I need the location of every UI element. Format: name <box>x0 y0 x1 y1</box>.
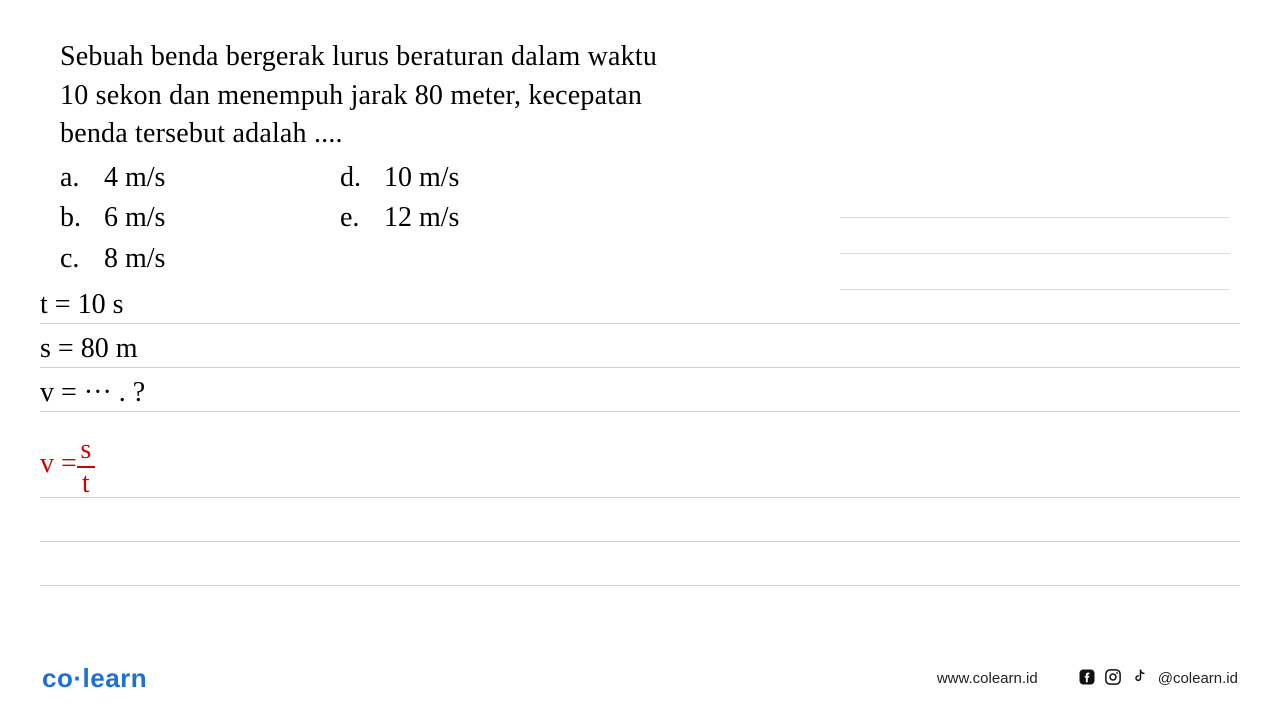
question-text: Sebuah benda bergerak lurus beraturan da… <box>60 38 670 154</box>
formula-numerator: s <box>78 436 93 466</box>
page: Sebuah benda bergerak lurus beraturan da… <box>0 0 1280 720</box>
right-rule-lines <box>840 182 1230 290</box>
brand-logo: co·learn <box>42 663 147 694</box>
given-t-text: t = 10 s <box>40 289 123 321</box>
logo-learn: learn <box>83 663 148 693</box>
given-v-unknown: v = ··· . ? <box>40 368 1240 412</box>
facebook-icon <box>1078 668 1096 690</box>
options-col-1: a. 4 m/s b. 6 m/s c. 8 m/s <box>60 158 340 280</box>
empty-rule-2 <box>40 542 1240 586</box>
option-value: 4 m/s <box>104 158 165 199</box>
option-letter: c. <box>60 239 104 280</box>
option-letter: a. <box>60 158 104 199</box>
option-value: 12 m/s <box>384 198 459 239</box>
question-line-3: benda tersebut adalah .... <box>60 115 670 154</box>
given-s-text: s = 80 m <box>40 333 137 365</box>
footer: co·learn www.colearn.id @colearn.id <box>0 663 1280 694</box>
option-letter: e. <box>340 198 384 239</box>
rule-line <box>840 182 1230 218</box>
question-line-2: 10 sekon dan menempuh jarak 80 meter, ke… <box>60 77 670 116</box>
velocity-formula: v = s t <box>40 433 95 495</box>
formula-fraction: s t <box>77 436 95 498</box>
option-a: a. 4 m/s <box>60 158 340 199</box>
social-links: @colearn.id <box>1078 668 1238 690</box>
social-handle: @colearn.id <box>1158 670 1238 687</box>
working-area: t = 10 s s = 80 m v = ··· . ? v = s t <box>40 280 1240 586</box>
empty-rule-1 <box>40 498 1240 542</box>
formula-lhs: v = <box>40 448 77 480</box>
formula-denominator: t <box>80 468 92 498</box>
options-col-2: d. 10 m/s e. 12 m/s <box>340 158 600 280</box>
option-c: c. 8 m/s <box>60 239 340 280</box>
option-letter: b. <box>60 198 104 239</box>
option-value: 8 m/s <box>104 239 165 280</box>
option-d: d. 10 m/s <box>340 158 600 199</box>
given-s: s = 80 m <box>40 324 1240 368</box>
given-v-text: v = ··· . ? <box>40 377 145 409</box>
instagram-icon <box>1104 668 1122 690</box>
rule-line <box>840 218 1230 254</box>
given-t: t = 10 s <box>40 280 1240 324</box>
logo-dot: · <box>73 663 82 693</box>
option-value: 6 m/s <box>104 198 165 239</box>
option-value: 10 m/s <box>384 158 459 199</box>
formula-row: v = s t <box>40 412 1240 498</box>
option-letter: d. <box>340 158 384 199</box>
option-e: e. 12 m/s <box>340 198 600 239</box>
website-url: www.colearn.id <box>937 670 1038 687</box>
logo-co: co <box>42 663 73 693</box>
question-line-1: Sebuah benda bergerak lurus beraturan da… <box>60 38 670 77</box>
tiktok-icon <box>1130 668 1148 690</box>
option-b: b. 6 m/s <box>60 198 340 239</box>
